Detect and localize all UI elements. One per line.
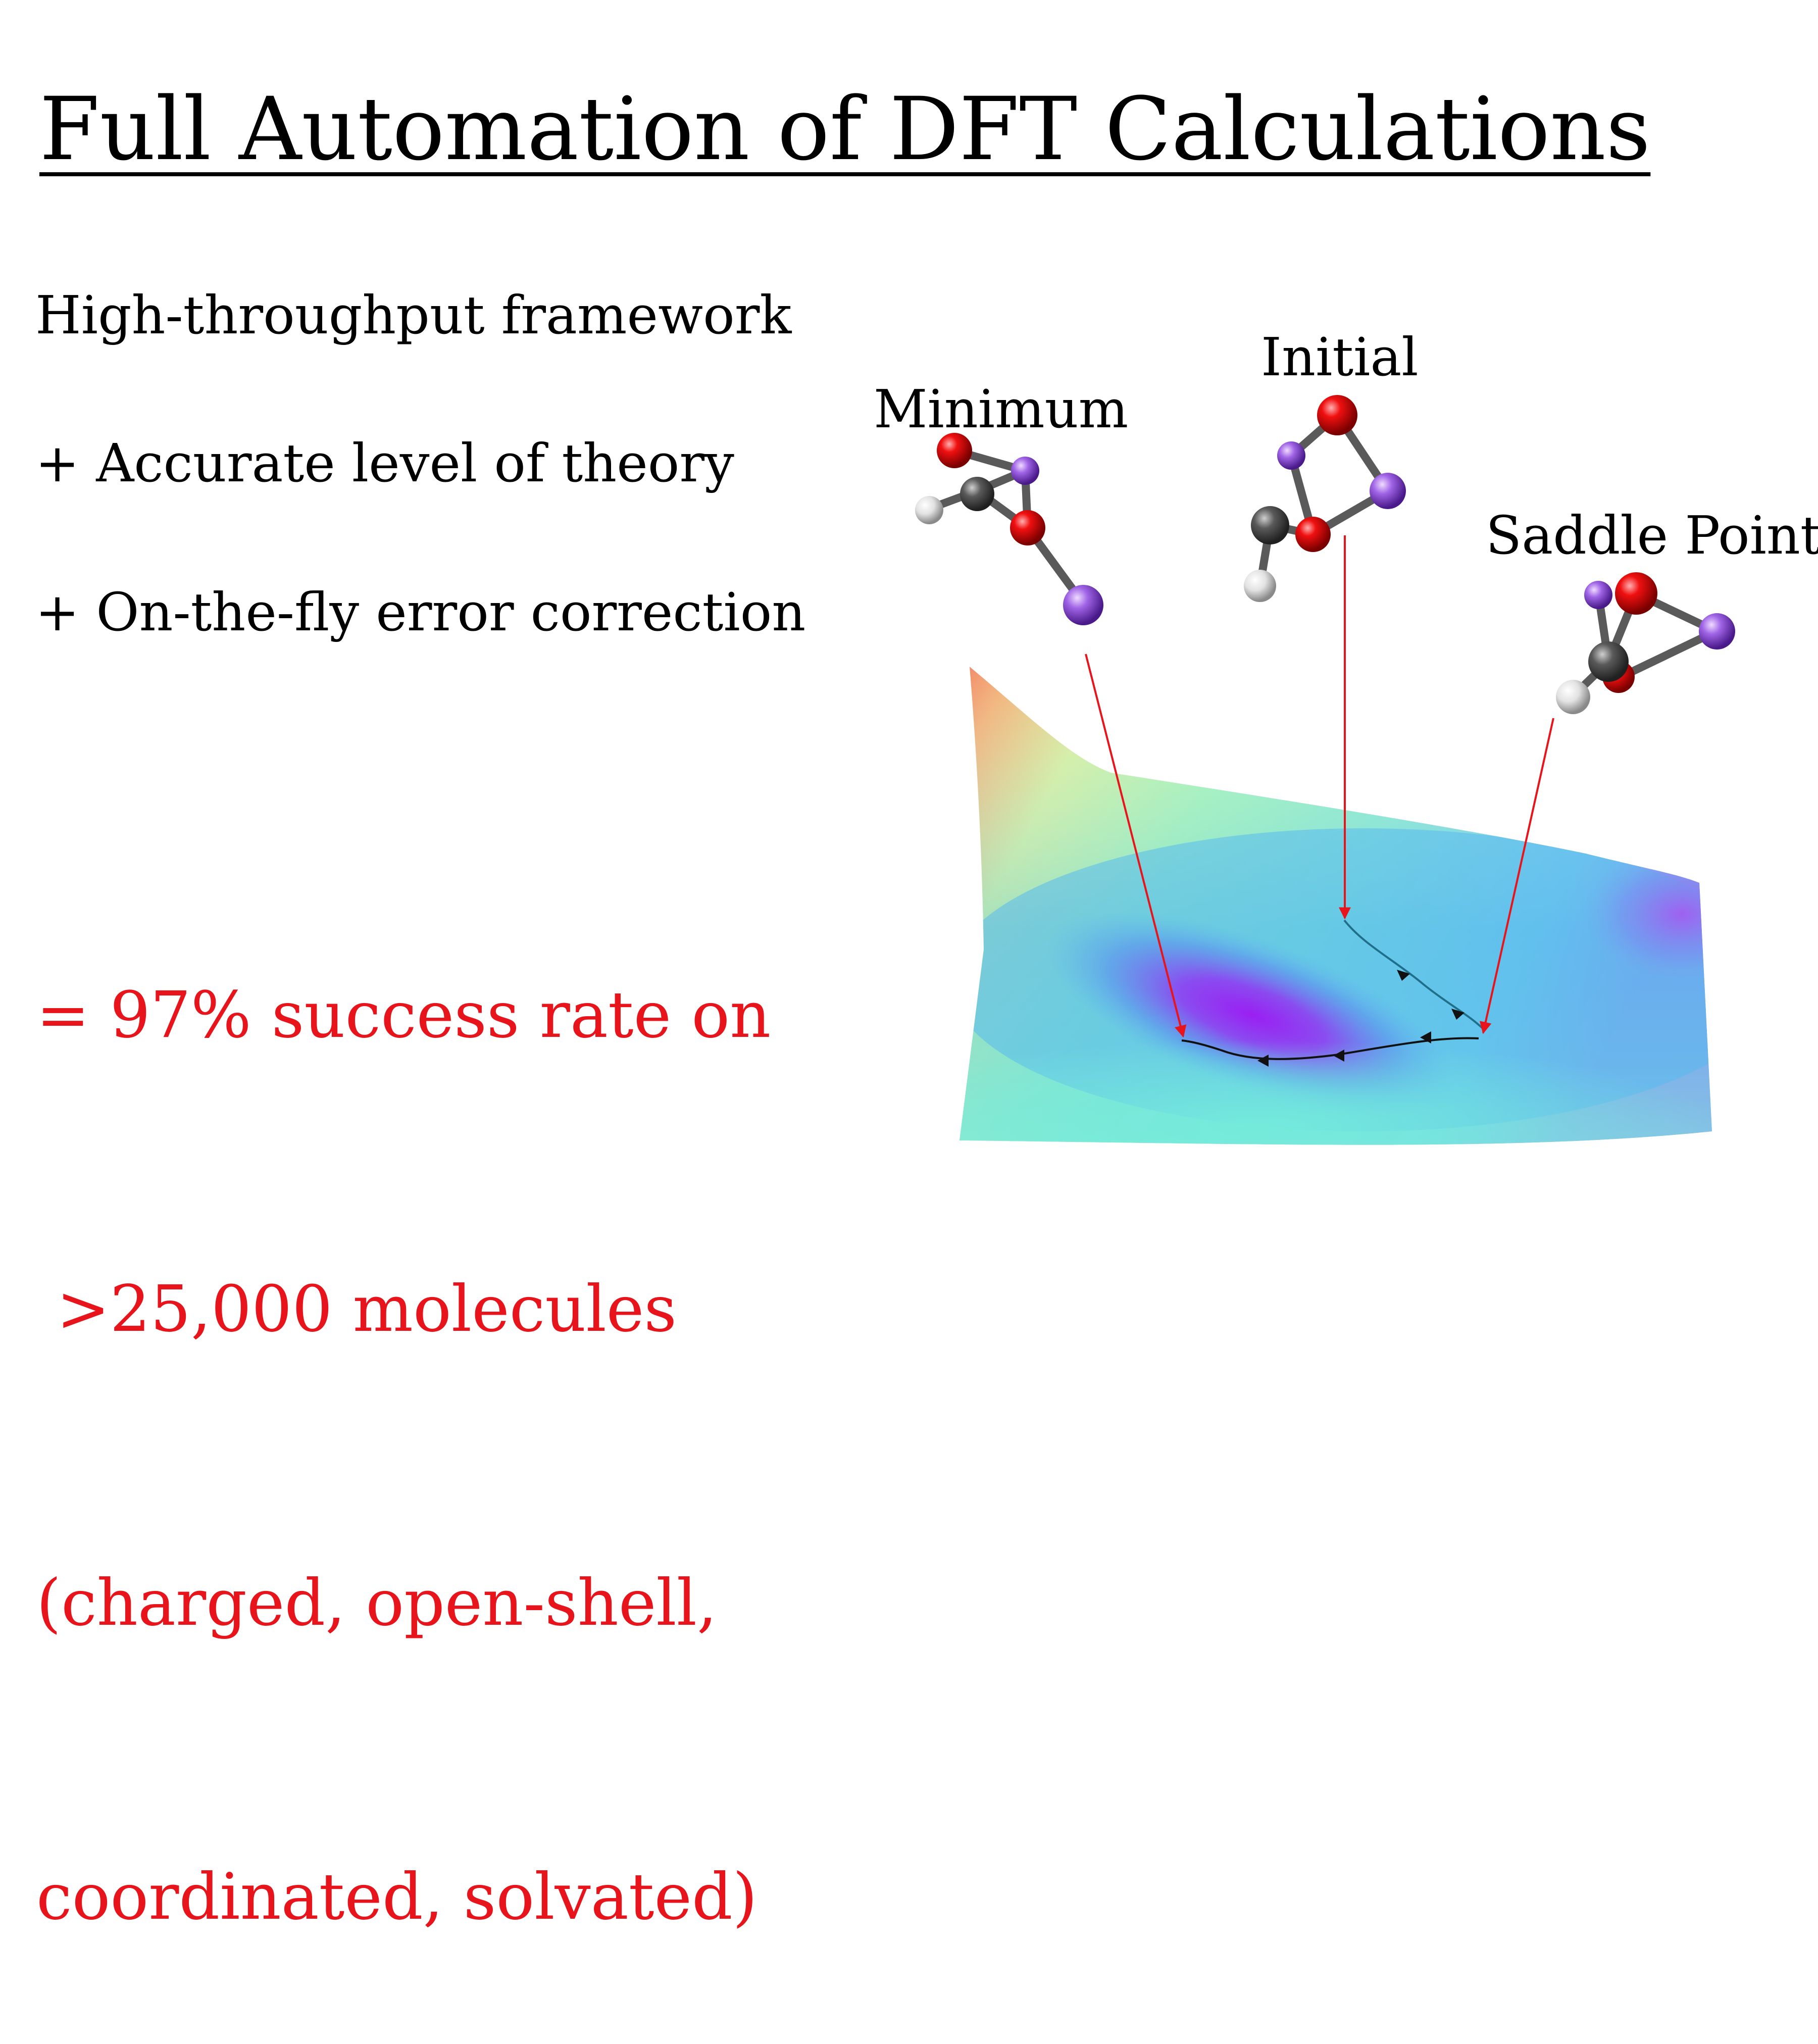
atom-oxygen <box>937 433 972 468</box>
initial-label: Initial <box>1261 326 1419 388</box>
pointer-lines <box>1085 535 1554 1038</box>
atom-oxygen <box>1615 572 1657 615</box>
atom-lithium <box>1699 613 1735 650</box>
molecule-minimum <box>915 433 1103 625</box>
atom-carbon <box>1588 641 1629 682</box>
atom-oxygen <box>1010 510 1045 545</box>
atom-lithium <box>1011 457 1039 485</box>
pointer-minimum <box>1085 654 1187 1038</box>
molecule-saddle-point <box>1556 572 1735 714</box>
path-arrowhead <box>1397 970 1410 981</box>
page-title: Full Automation of DFT Calculations <box>39 78 1651 180</box>
optimization-path <box>1181 919 1486 1060</box>
path-arrowheads <box>1257 970 1464 1067</box>
atom-lithium <box>1584 581 1612 609</box>
energy-surface <box>960 667 1712 1145</box>
atom-lithium <box>1277 441 1305 470</box>
minimum-label: Minimum <box>874 378 1129 440</box>
path-saddle-to-minimum <box>1181 1037 1479 1060</box>
atom-hydrogen <box>915 496 943 524</box>
path-arrowhead <box>1333 1050 1344 1062</box>
result-line-1: = 97% success rate on <box>36 978 771 1052</box>
atom-hydrogen <box>1244 570 1276 602</box>
bullet-error-correction: + On-the-fly error correction <box>35 581 806 643</box>
atom-lithium <box>1370 473 1406 509</box>
molecule-initial <box>1244 395 1406 602</box>
atom-oxygen <box>1295 517 1331 552</box>
atom-lithium <box>1063 585 1103 625</box>
path-arrowhead <box>1451 1009 1464 1020</box>
result-line-4: coordinated, solvated) <box>36 1860 758 1934</box>
bullet-high-throughput: High-throughput framework <box>35 284 792 346</box>
path-initial-to-saddle <box>1343 919 1486 1031</box>
bullet-accurate-theory: + Accurate level of theory <box>35 432 734 494</box>
result-line-2: >25,000 molecules <box>36 1272 677 1346</box>
path-arrowhead <box>1420 1031 1431 1043</box>
energy-surface-diagram <box>915 395 1735 1145</box>
pointer-saddle <box>1479 718 1554 1034</box>
result-line-3: (charged, open-shell, <box>36 1566 718 1640</box>
atom-carbon <box>1251 506 1289 544</box>
saddle-point-label: Saddle Point <box>1486 505 1818 566</box>
atom-carbon <box>960 477 994 511</box>
path-arrowhead <box>1257 1055 1269 1067</box>
atom-oxygen <box>1317 395 1357 435</box>
atom-hydrogen <box>1556 680 1590 714</box>
